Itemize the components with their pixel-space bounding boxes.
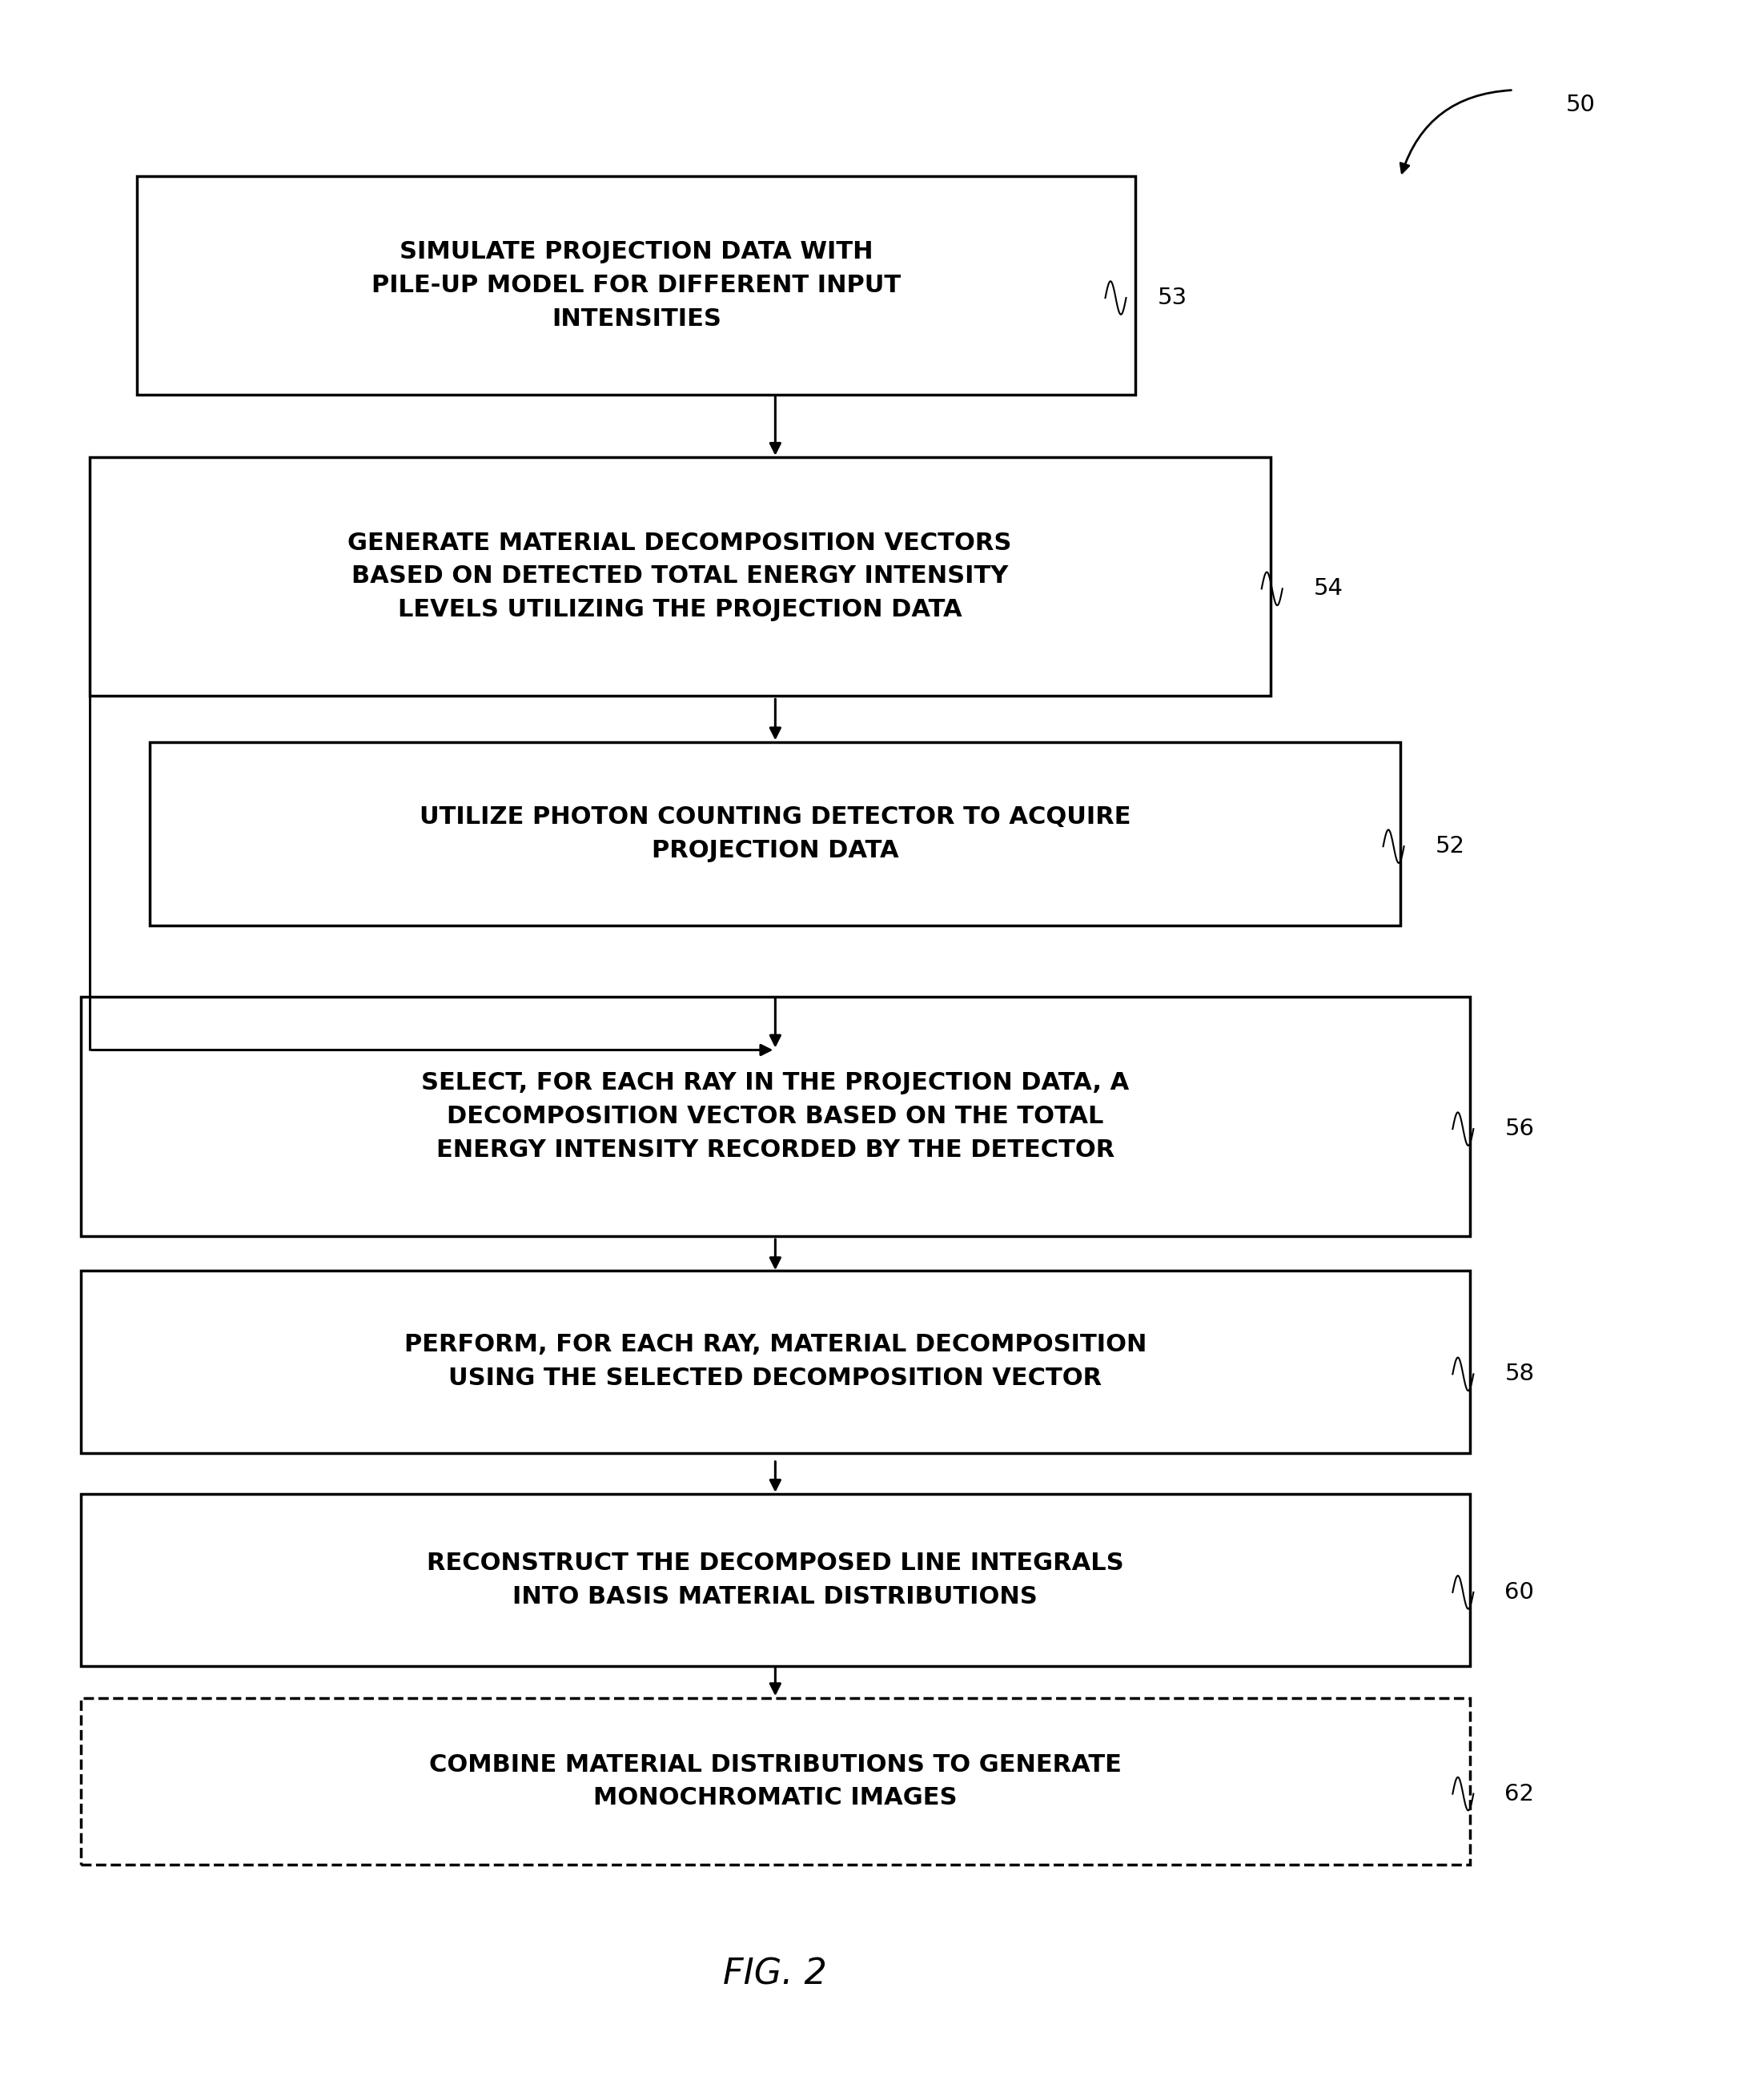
Text: COMBINE MATERIAL DISTRIBUTIONS TO GENERATE
MONOCHROMATIC IMAGES: COMBINE MATERIAL DISTRIBUTIONS TO GENERA… bbox=[429, 1754, 1122, 1810]
Text: 62: 62 bbox=[1504, 1783, 1534, 1806]
Text: 60: 60 bbox=[1504, 1581, 1534, 1604]
Text: GENERATE MATERIAL DECOMPOSITION VECTORS
BASED ON DETECTED TOTAL ENERGY INTENSITY: GENERATE MATERIAL DECOMPOSITION VECTORS … bbox=[348, 531, 1011, 622]
Text: FIG. 2: FIG. 2 bbox=[723, 1957, 827, 1991]
Text: PERFORM, FOR EACH RAY, MATERIAL DECOMPOSITION
USING THE SELECTED DECOMPOSITION V: PERFORM, FOR EACH RAY, MATERIAL DECOMPOS… bbox=[405, 1334, 1147, 1390]
FancyBboxPatch shape bbox=[81, 998, 1471, 1237]
Text: 54: 54 bbox=[1314, 578, 1344, 601]
FancyBboxPatch shape bbox=[150, 743, 1400, 926]
FancyBboxPatch shape bbox=[81, 1699, 1471, 1865]
FancyBboxPatch shape bbox=[137, 176, 1136, 395]
Text: 53: 53 bbox=[1157, 286, 1187, 309]
Text: RECONSTRUCT THE DECOMPOSED LINE INTEGRALS
INTO BASIS MATERIAL DISTRIBUTIONS: RECONSTRUCT THE DECOMPOSED LINE INTEGRAL… bbox=[427, 1552, 1124, 1609]
Text: 52: 52 bbox=[1435, 836, 1465, 857]
Text: SIMULATE PROJECTION DATA WITH
PILE-UP MODEL FOR DIFFERENT INPUT
INTENSITIES: SIMULATE PROJECTION DATA WITH PILE-UP MO… bbox=[371, 239, 901, 330]
Text: SELECT, FOR EACH RAY IN THE PROJECTION DATA, A
DECOMPOSITION VECTOR BASED ON THE: SELECT, FOR EACH RAY IN THE PROJECTION D… bbox=[422, 1071, 1129, 1161]
Text: 50: 50 bbox=[1566, 92, 1595, 116]
FancyBboxPatch shape bbox=[81, 1493, 1471, 1665]
FancyBboxPatch shape bbox=[90, 458, 1270, 695]
Text: 56: 56 bbox=[1504, 1117, 1534, 1140]
Text: 58: 58 bbox=[1504, 1363, 1534, 1386]
Text: UTILIZE PHOTON COUNTING DETECTOR TO ACQUIRE
PROJECTION DATA: UTILIZE PHOTON COUNTING DETECTOR TO ACQU… bbox=[420, 806, 1131, 863]
FancyBboxPatch shape bbox=[81, 1270, 1471, 1453]
